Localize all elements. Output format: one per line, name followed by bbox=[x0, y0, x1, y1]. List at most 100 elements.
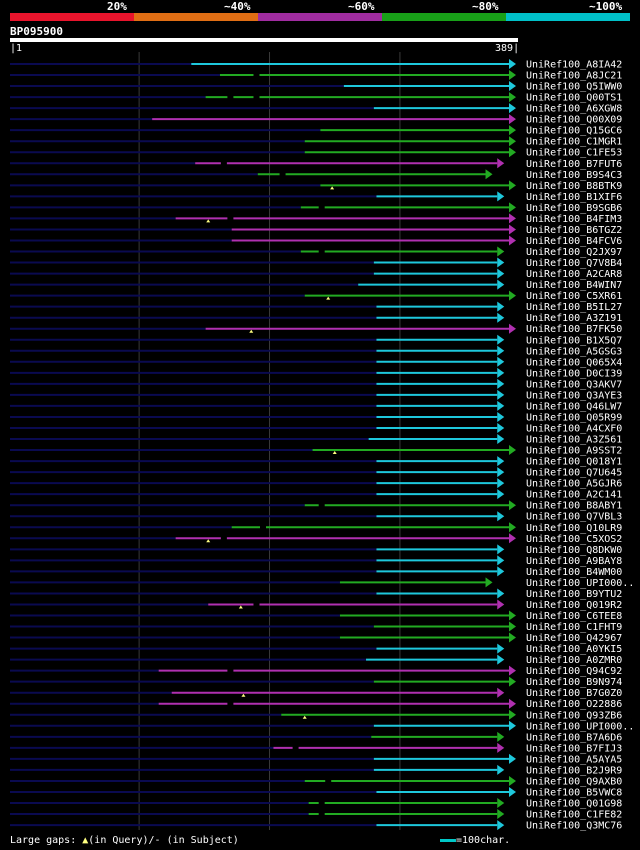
hit-label[interactable]: UniRef100_Q2JX97 bbox=[526, 247, 622, 258]
hit-label[interactable]: UniRef100_C5XOS2 bbox=[526, 534, 622, 545]
hit-row[interactable]: UniRef100_A4CXF0 bbox=[10, 422, 622, 435]
hit-row[interactable]: UniRef100_A0YKI5 bbox=[10, 643, 622, 656]
hit-label[interactable]: UniRef100_B5IL27 bbox=[526, 302, 622, 313]
hit-row[interactable]: UniRef100_Q42967 bbox=[10, 632, 622, 645]
hit-label[interactable]: UniRef100_Q7VBL3 bbox=[526, 512, 622, 523]
hit-label[interactable]: UniRef100_B9N974 bbox=[526, 677, 622, 688]
hit-row[interactable]: UniRef100_Q2JX97 bbox=[10, 246, 622, 259]
hit-label[interactable]: UniRef100_B8ABY1 bbox=[526, 501, 622, 512]
hit-row[interactable]: UniRef100_C5XOS2 bbox=[10, 533, 622, 545]
hit-row[interactable]: UniRef100_Q46LW7 bbox=[10, 400, 622, 413]
hit-label[interactable]: UniRef100_Q065X4 bbox=[526, 357, 622, 368]
hit-row[interactable]: UniRef100_B9N974 bbox=[10, 676, 622, 689]
hit-row[interactable]: UniRef100_A9BAY8 bbox=[10, 555, 622, 567]
hit-label[interactable]: UniRef100_A2CAR8 bbox=[526, 269, 622, 280]
hit-label[interactable]: UniRef100_A2C141 bbox=[526, 490, 622, 501]
hit-label[interactable]: UniRef100_Q5IWW0 bbox=[526, 82, 622, 93]
hit-label[interactable]: UniRef100_Q3MC76 bbox=[526, 821, 622, 832]
hit-label[interactable]: UniRef100_Q01G98 bbox=[526, 799, 622, 810]
hit-label[interactable]: UniRef100_Q94C92 bbox=[526, 666, 622, 677]
hit-label[interactable]: UniRef100_UPI000.. bbox=[526, 578, 634, 589]
hit-label[interactable]: UniRef100_C1MGR1 bbox=[526, 137, 622, 148]
hit-row[interactable]: UniRef100_B9S4C3 bbox=[10, 169, 622, 181]
hit-row[interactable]: UniRef100_Q3AYE3 bbox=[10, 389, 622, 402]
hit-label[interactable]: UniRef100_C1FHT9 bbox=[526, 622, 622, 633]
hit-row[interactable]: UniRef100_A5AYA5 bbox=[10, 753, 622, 766]
hit-label[interactable]: UniRef100_C1FE53 bbox=[526, 148, 622, 159]
hit-label[interactable]: UniRef100_B4WIN7 bbox=[526, 280, 622, 291]
hit-row[interactable]: UniRef100_Q5IWW0 bbox=[10, 81, 622, 93]
hit-row[interactable]: UniRef100_UPI000.. bbox=[10, 577, 634, 589]
hit-row[interactable]: UniRef100_B2J9R9 bbox=[10, 764, 622, 777]
hit-label[interactable]: UniRef100_B7A6D6 bbox=[526, 732, 622, 743]
hit-row[interactable]: UniRef100_A0ZMR0 bbox=[10, 654, 622, 667]
hit-row[interactable]: UniRef100_C1FHT9 bbox=[10, 621, 622, 634]
hit-label[interactable]: UniRef100_Q3AKV7 bbox=[526, 379, 622, 390]
hit-label[interactable]: UniRef100_B9SGB6 bbox=[526, 203, 622, 214]
hit-row[interactable]: UniRef100_A8IA42 bbox=[10, 59, 622, 71]
hit-label[interactable]: UniRef100_B7FIJ3 bbox=[526, 743, 622, 754]
hit-row[interactable]: UniRef100_A2CAR8 bbox=[10, 268, 622, 281]
hit-label[interactable]: UniRef100_A9SST2 bbox=[526, 446, 622, 457]
hit-row[interactable]: UniRef100_C1FE82 bbox=[10, 809, 622, 821]
hit-row[interactable]: UniRef100_B6TGZ2 bbox=[10, 224, 622, 236]
hit-row[interactable]: UniRef100_A9SST2 bbox=[10, 445, 622, 457]
hit-row[interactable]: UniRef100_Q93ZB6 bbox=[10, 709, 622, 722]
hit-label[interactable]: UniRef100_A5GSG3 bbox=[526, 346, 622, 357]
hit-row[interactable]: UniRef100_A3Z561 bbox=[10, 434, 622, 446]
hit-label[interactable]: UniRef100_Q00TS1 bbox=[526, 93, 622, 104]
hit-label[interactable]: UniRef100_D0CI39 bbox=[526, 368, 622, 379]
hit-row[interactable]: UniRef100_B5VWC8 bbox=[10, 786, 622, 799]
hit-row[interactable]: UniRef100_A8JC21 bbox=[10, 70, 622, 82]
hit-row[interactable]: UniRef100_Q7V8B4 bbox=[10, 257, 622, 270]
hit-row[interactable]: UniRef100_C5XR61 bbox=[10, 290, 622, 303]
hit-label[interactable]: UniRef100_UPI000.. bbox=[526, 721, 634, 732]
hit-row[interactable]: UniRef100_Q065X4 bbox=[10, 356, 622, 369]
hit-label[interactable]: UniRef100_Q10LR9 bbox=[526, 523, 622, 534]
hit-label[interactable]: UniRef100_B7G0Z0 bbox=[526, 688, 622, 699]
hit-row[interactable]: UniRef100_C6TEE8 bbox=[10, 610, 622, 623]
hit-row[interactable]: UniRef100_B7FK50 bbox=[10, 323, 622, 336]
hit-row[interactable]: UniRef100_B4FIM3 bbox=[10, 213, 622, 225]
hit-row[interactable]: UniRef100_Q15GC6 bbox=[10, 125, 622, 137]
hit-row[interactable]: UniRef100_C1MGR1 bbox=[10, 136, 622, 148]
hit-label[interactable]: UniRef100_C1FE82 bbox=[526, 810, 622, 821]
hit-label[interactable]: UniRef100_Q8DKW0 bbox=[526, 545, 622, 556]
hit-row[interactable]: UniRef100_B1XIF6 bbox=[10, 191, 622, 203]
hit-label[interactable]: UniRef100_C5XR61 bbox=[526, 291, 622, 302]
hit-label[interactable]: UniRef100_B4FCV6 bbox=[526, 236, 622, 247]
hit-row[interactable]: UniRef100_UPI000.. bbox=[10, 720, 634, 733]
hit-row[interactable]: UniRef100_B1X5Q7 bbox=[10, 334, 622, 347]
hit-label[interactable]: UniRef100_B6TGZ2 bbox=[526, 225, 622, 236]
hit-label[interactable]: UniRef100_Q7V8B4 bbox=[526, 258, 622, 269]
hit-label[interactable]: UniRef100_B2J9R9 bbox=[526, 765, 622, 776]
hit-label[interactable]: UniRef100_B9YTU2 bbox=[526, 589, 622, 600]
hit-row[interactable]: UniRef100_B9SGB6 bbox=[10, 202, 622, 214]
hit-label[interactable]: UniRef100_A9BAY8 bbox=[526, 556, 622, 567]
hit-label[interactable]: UniRef100_Q00X09 bbox=[526, 115, 622, 126]
hit-label[interactable]: UniRef100_B1XIF6 bbox=[526, 192, 622, 203]
hit-label[interactable]: UniRef100_A3Z561 bbox=[526, 435, 622, 446]
hit-row[interactable]: UniRef100_Q3AKV7 bbox=[10, 378, 622, 391]
hit-label[interactable]: UniRef100_Q42967 bbox=[526, 633, 622, 644]
hit-row[interactable]: UniRef100_Q94C92 bbox=[10, 665, 622, 678]
hit-row[interactable]: UniRef100_B7G0Z0 bbox=[10, 687, 622, 700]
hit-row[interactable]: UniRef100_Q00TS1 bbox=[10, 92, 622, 104]
hit-label[interactable]: UniRef100_A6XGW8 bbox=[526, 104, 622, 115]
hit-row[interactable]: UniRef100_B7FUT6 bbox=[10, 158, 622, 170]
hit-label[interactable]: UniRef100_B8BTK9 bbox=[526, 181, 622, 192]
hit-row[interactable]: UniRef100_B7FIJ3 bbox=[10, 742, 622, 755]
hit-label[interactable]: UniRef100_Q15GC6 bbox=[526, 126, 622, 137]
hit-label[interactable]: UniRef100_C6TEE8 bbox=[526, 611, 622, 622]
hit-label[interactable]: UniRef100_Q05R99 bbox=[526, 412, 622, 423]
hit-label[interactable]: UniRef100_B5VWC8 bbox=[526, 787, 622, 798]
hit-row[interactable]: UniRef100_A2C141 bbox=[10, 489, 622, 501]
hit-row[interactable]: UniRef100_B8BTK9 bbox=[10, 180, 622, 192]
hit-row[interactable]: UniRef100_A5GJR6 bbox=[10, 478, 622, 490]
hit-label[interactable]: UniRef100_A3Z191 bbox=[526, 313, 622, 324]
hit-row[interactable]: UniRef100_B9YTU2 bbox=[10, 588, 622, 600]
hit-row[interactable]: UniRef100_B4WM00 bbox=[10, 566, 622, 578]
hit-label[interactable]: UniRef100_A5GJR6 bbox=[526, 479, 622, 490]
hit-row[interactable]: UniRef100_Q8DKW0 bbox=[10, 544, 622, 556]
hit-row[interactable]: UniRef100_Q01G98 bbox=[10, 798, 622, 810]
